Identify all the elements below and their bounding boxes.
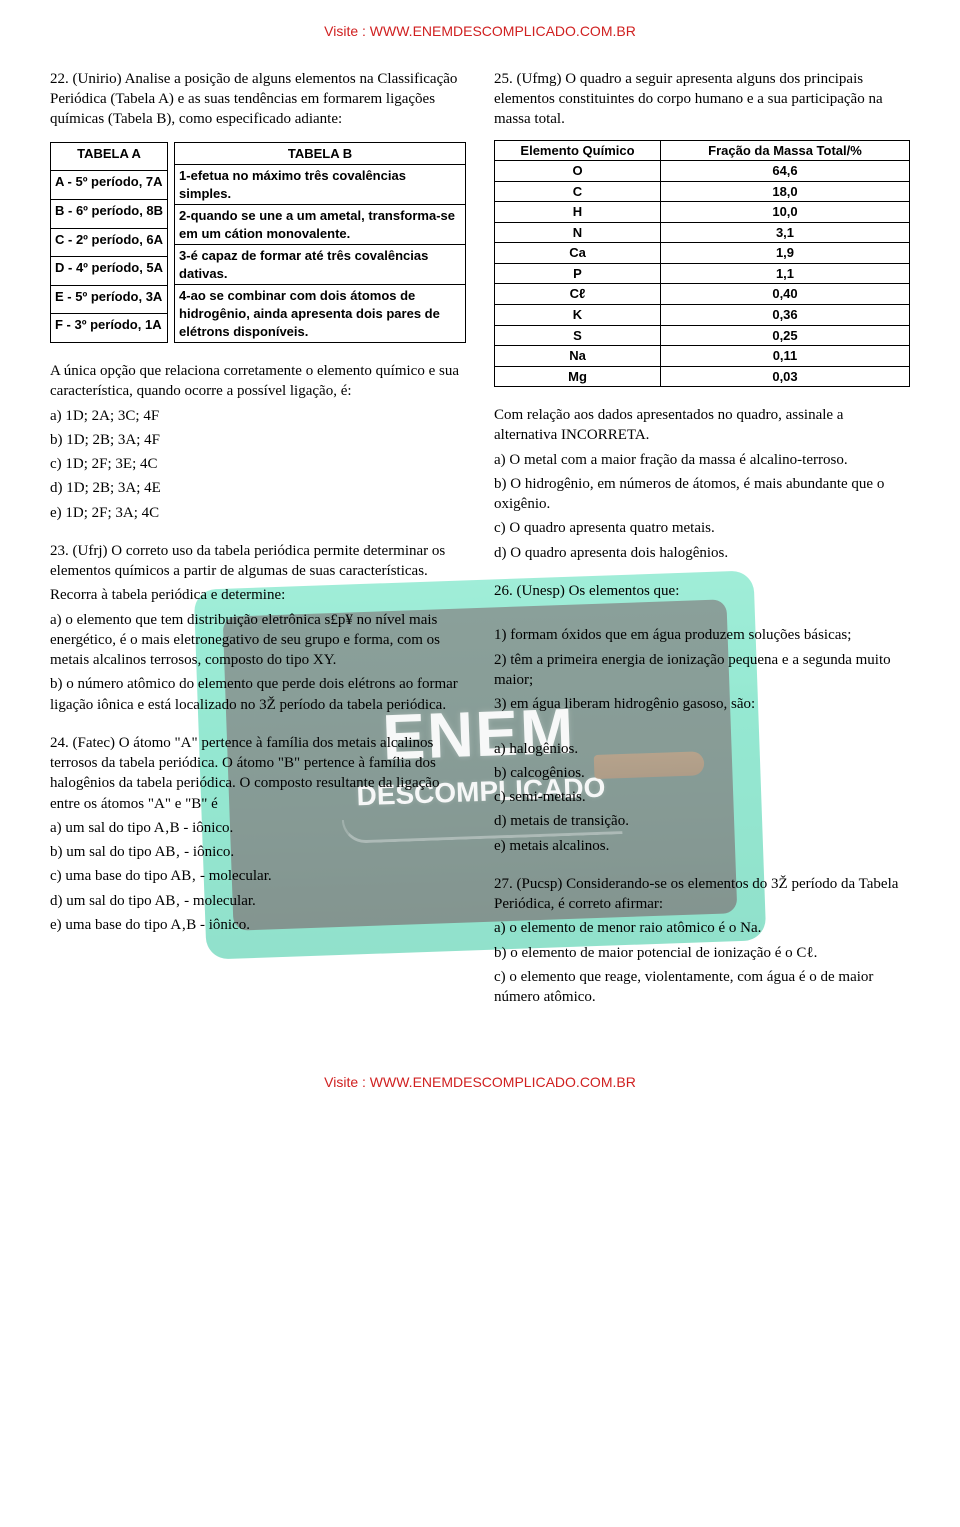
- page-footer: Visite : WWW.ENEMDESCOMPLICADO.COM.BR: [50, 1025, 910, 1104]
- table-row: Ca: [495, 243, 661, 264]
- table-row: 10,0: [661, 202, 910, 223]
- q25-mid: Com relação aos dados apresentados no qu…: [494, 405, 910, 446]
- q27-c: c) o elemento que reage, violentamente, …: [494, 967, 910, 1008]
- table-row: 0,36: [661, 305, 910, 326]
- q26-b: b) calcogênios.: [494, 763, 910, 783]
- table-row: D - 4º período, 5A: [51, 257, 168, 286]
- q26-c: c) semi-metais.: [494, 787, 910, 807]
- q22-tabela-b-title: TABELA B: [175, 142, 466, 165]
- q22-tabela-a-title: TABELA A: [51, 142, 168, 171]
- q24-d: d) um sal do tipo AB‚ - molecular.: [50, 891, 466, 911]
- table-row: 1,9: [661, 243, 910, 264]
- table-row: S: [495, 325, 661, 346]
- table-row: 1-efetua no máximo três covalências simp…: [175, 165, 466, 205]
- table-row: 0,03: [661, 366, 910, 387]
- table-row: C: [495, 181, 661, 202]
- q24-a: a) um sal do tipo A‚B - iônico.: [50, 818, 466, 838]
- table-row: 2-quando se une a um ametal, transforma-…: [175, 205, 466, 245]
- table-row: A - 5º período, 7A: [51, 171, 168, 200]
- q25-d: d) O quadro apresenta dois halogênios.: [494, 543, 910, 563]
- table-row: E - 5º período, 3A: [51, 285, 168, 314]
- table-row: 4-ao se combinar com dois átomos de hidr…: [175, 285, 466, 343]
- table-row: 18,0: [661, 181, 910, 202]
- q24-c: c) uma base do tipo AB‚ - molecular.: [50, 866, 466, 886]
- q24-prompt: 24. (Fatec) O átomo "A" pertence à famíl…: [50, 733, 466, 814]
- table-row: F - 3º período, 1A: [51, 314, 168, 343]
- right-column: 25. (Ufmg) O quadro a seguir apresenta a…: [494, 69, 910, 1026]
- q24-b: b) um sal do tipo AB‚ - iônico.: [50, 842, 466, 862]
- q25-c: c) O quadro apresenta quatro metais.: [494, 518, 910, 538]
- table-row: P: [495, 263, 661, 284]
- q27-b: b) o elemento de maior potencial de ioni…: [494, 943, 910, 963]
- q27-a: a) o elemento de menor raio atômico é o …: [494, 918, 910, 938]
- q22-opt-a: a) 1D; 2A; 3C; 4F: [50, 406, 466, 426]
- q22-prompt: 22. (Unirio) Analise a posição de alguns…: [50, 69, 466, 130]
- q27-prompt: 27. (Pucsp) Considerando-se os elementos…: [494, 874, 910, 915]
- q22-mid: A única opção que relaciona corretamente…: [50, 361, 466, 402]
- table-row: B - 6º período, 8B: [51, 199, 168, 228]
- q27-block: 27. (Pucsp) Considerando-se os elementos…: [494, 874, 910, 1008]
- q23-text1: 23. (Ufrj) O correto uso da tabela perió…: [50, 541, 466, 582]
- q26-a: a) halogênios.: [494, 739, 910, 759]
- q26-i3: 3) em água liberam hidrogênio gasoso, sã…: [494, 694, 910, 714]
- q26-e: e) metais alcalinos.: [494, 836, 910, 856]
- table-row: H: [495, 202, 661, 223]
- q26-d: d) metais de transição.: [494, 811, 910, 831]
- q22-opt-b: b) 1D; 2B; 3A; 4F: [50, 430, 466, 450]
- q22-opt-c: c) 1D; 2F; 3E; 4C: [50, 454, 466, 474]
- table-row: N: [495, 222, 661, 243]
- table-row: O: [495, 161, 661, 182]
- q25-col1: Elemento Químico: [495, 140, 661, 161]
- q22-tabela-a: TABELA A A - 5º período, 7A B - 6º perío…: [50, 142, 168, 343]
- table-row: Mg: [495, 366, 661, 387]
- table-row: 3-é capaz de formar até três covalências…: [175, 245, 466, 285]
- q23-block: 23. (Ufrj) O correto uso da tabela perió…: [50, 541, 466, 715]
- table-row: 1,1: [661, 263, 910, 284]
- q25-b: b) O hidrogênio, em números de átomos, é…: [494, 474, 910, 515]
- q22-block: 22. (Unirio) Analise a posição de alguns…: [50, 69, 466, 523]
- q22-opt-d: d) 1D; 2B; 3A; 4E: [50, 478, 466, 498]
- q22-opt-e: e) 1D; 2F; 3A; 4C: [50, 503, 466, 523]
- q25-col2: Fração da Massa Total/%: [661, 140, 910, 161]
- table-row: 0,40: [661, 284, 910, 305]
- table-row: 3,1: [661, 222, 910, 243]
- table-row: Cℓ: [495, 284, 661, 305]
- q23-text2: Recorra à tabela periódica e determine:: [50, 585, 466, 605]
- q26-block: 26. (Unesp) Os elementos que: 1) formam …: [494, 581, 910, 856]
- q26-i2: 2) têm a primeira energia de ionização p…: [494, 650, 910, 691]
- table-row: K: [495, 305, 661, 326]
- q22-tabela-b: TABELA B 1-efetua no máximo três covalên…: [174, 142, 466, 343]
- table-row: 64,6: [661, 161, 910, 182]
- q25-block: 25. (Ufmg) O quadro a seguir apresenta a…: [494, 69, 910, 563]
- left-column: 22. (Unirio) Analise a posição de alguns…: [50, 69, 466, 1026]
- table-row: 0,25: [661, 325, 910, 346]
- q23-b: b) o número atômico do elemento que perd…: [50, 674, 466, 715]
- table-row: 0,11: [661, 346, 910, 367]
- page-header: Visite : WWW.ENEMDESCOMPLICADO.COM.BR: [50, 10, 910, 69]
- q26-prompt: 26. (Unesp) Os elementos que:: [494, 581, 910, 601]
- q24-e: e) uma base do tipo A‚B - iônico.: [50, 915, 466, 935]
- table-row: Na: [495, 346, 661, 367]
- q26-i1: 1) formam óxidos que em água produzem so…: [494, 625, 910, 645]
- table-row: C - 2º período, 6A: [51, 228, 168, 257]
- q23-a: a) o elemento que tem distribuição eletr…: [50, 610, 466, 671]
- q25-table: Elemento Químico Fração da Massa Total/%…: [494, 140, 910, 388]
- q25-a: a) O metal com a maior fração da massa é…: [494, 450, 910, 470]
- q24-block: 24. (Fatec) O átomo "A" pertence à famíl…: [50, 733, 466, 935]
- q25-prompt: 25. (Ufmg) O quadro a seguir apresenta a…: [494, 69, 910, 130]
